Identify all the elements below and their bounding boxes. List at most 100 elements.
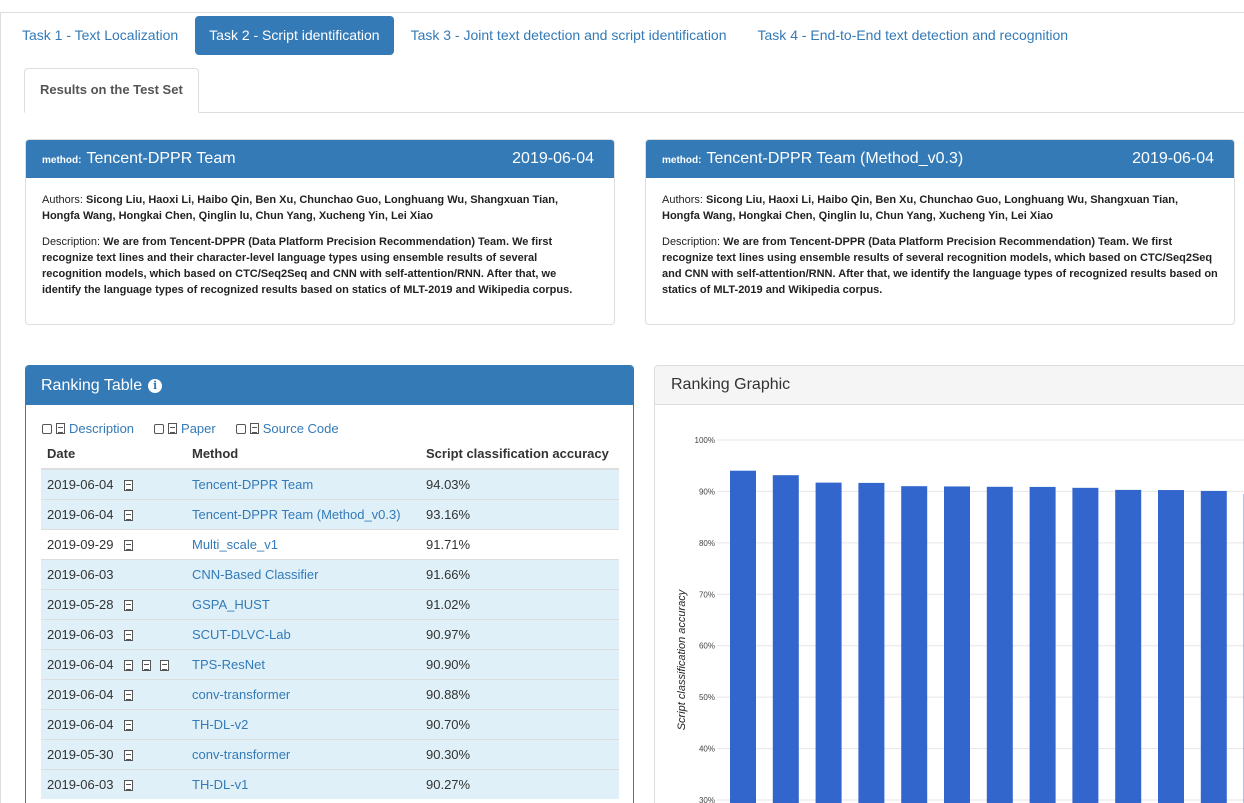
row-accuracy: 91.02% xyxy=(420,588,619,619)
chart-bar xyxy=(1158,490,1184,803)
row-method-cell: Tencent-DPPR Team (Method_v0.3) xyxy=(186,498,420,529)
row-method-cell: TH-DL-v2 xyxy=(186,708,420,739)
method-panel-1: method: Tencent-DPPR Team 2019-06-04 Auth… xyxy=(25,139,615,325)
row-date-cell: 2019-09-29 xyxy=(41,528,186,559)
row-date-cell: 2019-06-03 xyxy=(41,768,186,799)
row-method-link[interactable]: TH-DL-v1 xyxy=(192,776,249,792)
row-method-link[interactable]: CNN-Based Classifier xyxy=(192,566,319,582)
row-accuracy: 90.70% xyxy=(420,708,619,739)
description-icon[interactable] xyxy=(123,599,133,611)
table-row: 2019-06-03 CNN-Based Classifier 91.66% xyxy=(41,558,619,589)
toggle-source-code[interactable]: Source Code xyxy=(235,421,339,436)
description-icon[interactable] xyxy=(123,779,133,791)
description-icon[interactable] xyxy=(123,689,133,701)
row-accuracy: 90.90% xyxy=(420,648,619,679)
description-icon[interactable] xyxy=(123,659,133,671)
table-row: 2019-09-29 Multi_scale_v1 91.71% xyxy=(41,528,619,559)
method-header: method: Tencent-DPPR Team (Method_v0.3) 2… xyxy=(646,140,1234,178)
row-method-link[interactable]: Tencent-DPPR Team (Method_v0.3) xyxy=(192,506,401,522)
page-frame xyxy=(0,12,1244,803)
toggle-paper[interactable]: Paper xyxy=(154,421,216,436)
method-date: 2019-06-04 xyxy=(1132,150,1214,167)
row-date-cell: 2019-05-28 xyxy=(41,588,186,619)
ranking-table-title: Ranking Table xyxy=(41,376,143,394)
row-method-cell: Multi_scale_v1 xyxy=(186,528,420,559)
description-icon[interactable] xyxy=(123,479,133,491)
col-method-header: Method xyxy=(186,439,420,470)
row-method-cell: CNN-Based Classifier xyxy=(186,558,420,589)
ranking-bar-chart: 30% 40% 50% 60% 70% 80% 90% 100% Script classifi… xyxy=(676,436,1244,803)
chart-bar xyxy=(1072,487,1099,803)
table-row: 2019-06-03 TH-DL-v1 90.27% xyxy=(41,768,619,799)
checkbox[interactable] xyxy=(154,423,165,434)
row-date: 2019-06-03 xyxy=(47,776,114,792)
row-method-cell: SCUT-DLVC-Lab xyxy=(186,618,420,649)
row-method-cell: conv-transformer xyxy=(186,678,420,709)
row-date: 2019-06-04 xyxy=(47,656,114,672)
description-icon[interactable] xyxy=(123,719,133,731)
row-method-cell: GSPA_HUST xyxy=(186,588,420,619)
row-date: 2019-06-04 xyxy=(47,686,114,702)
source-code-icon[interactable] xyxy=(159,659,169,671)
table-row: 2019-05-28 GSPA_HUST 91.02% xyxy=(41,588,619,619)
description-icon[interactable] xyxy=(123,509,133,521)
toggle-label: Paper xyxy=(181,421,216,436)
chart-bar xyxy=(772,475,799,803)
method-description: Description: We are from Tencent-DPPR (D… xyxy=(662,236,1218,296)
row-method-link[interactable]: Tencent-DPPR Team xyxy=(192,476,314,492)
info-icon[interactable]: i xyxy=(148,378,163,393)
method-date: 2019-06-04 xyxy=(512,150,594,167)
column-toggles: Description Paper Source Code xyxy=(42,421,359,436)
chart-bar xyxy=(944,486,970,803)
row-date-cell: 2019-06-03 xyxy=(41,558,186,589)
tab-results-test-set[interactable]: Results on the Test Set xyxy=(24,68,199,113)
sub-tabs-divider xyxy=(24,112,1244,113)
paper-icon[interactable] xyxy=(141,659,151,671)
row-date-cell: 2019-06-04 xyxy=(41,498,186,529)
row-method-link[interactable]: Multi_scale_v1 xyxy=(192,536,278,552)
method-header: method: Tencent-DPPR Team 2019-06-04 xyxy=(26,140,614,178)
row-date-cell: 2019-06-04 xyxy=(41,708,186,739)
chart-bar xyxy=(858,482,885,803)
chart-bar xyxy=(815,482,842,803)
row-accuracy: 93.16% xyxy=(420,498,619,529)
tab-task-4[interactable]: Task 4 - End-to-End text detection and r… xyxy=(757,27,1069,43)
table-row: 2019-06-04 TH-DL-v2 90.70% xyxy=(41,708,619,739)
description-icon[interactable] xyxy=(123,539,133,551)
y-tick-label: 40% xyxy=(699,745,715,754)
tab-task-1[interactable]: Task 1 - Text Localization xyxy=(22,27,179,43)
row-method-link[interactable]: conv-transformer xyxy=(192,686,291,702)
row-method-link[interactable]: TPS-ResNet xyxy=(192,656,265,672)
row-method-link[interactable]: GSPA_HUST xyxy=(192,596,270,612)
row-date: 2019-06-03 xyxy=(47,626,114,642)
ranking-graphic-title: Ranking Graphic xyxy=(671,376,791,393)
row-date: 2019-06-04 xyxy=(47,476,114,492)
method-label: method: xyxy=(42,155,82,166)
checkbox[interactable] xyxy=(235,423,246,434)
chart-bar xyxy=(986,486,1013,803)
toggle-description[interactable]: Description xyxy=(42,421,134,436)
row-date: 2019-05-30 xyxy=(47,746,114,762)
row-method-cell: conv-transformer xyxy=(186,738,420,769)
row-method-link[interactable]: SCUT-DLVC-Lab xyxy=(192,626,291,642)
table-row: 2019-05-30 conv-transformer 90.30% xyxy=(41,738,619,769)
checkbox[interactable] xyxy=(42,423,52,434)
method-name: Tencent-DPPR Team (Method_v0.3) xyxy=(706,150,964,167)
description-icon xyxy=(56,423,65,434)
y-tick-label: 100% xyxy=(695,436,715,445)
method-name: Tencent-DPPR Team xyxy=(86,150,236,167)
paper-icon xyxy=(168,423,178,434)
description-icon[interactable] xyxy=(123,629,133,641)
method-label: method: xyxy=(662,155,702,166)
row-method-link[interactable]: conv-transformer xyxy=(192,746,291,762)
chart-bar xyxy=(1115,489,1142,803)
tab-task-2[interactable]: Task 2 - Script identification xyxy=(195,16,394,55)
description-icon[interactable] xyxy=(123,749,133,761)
col-date-header: Date xyxy=(41,439,186,470)
ranking-graphic-header: Ranking Graphic xyxy=(655,366,1244,405)
row-date: 2019-05-28 xyxy=(47,596,114,612)
y-tick-label: 50% xyxy=(699,693,715,702)
tab-task-3[interactable]: Task 3 - Joint text detection and script… xyxy=(410,27,727,43)
row-method-link[interactable]: TH-DL-v2 xyxy=(192,716,249,732)
row-date-cell: 2019-06-04 xyxy=(41,468,186,499)
